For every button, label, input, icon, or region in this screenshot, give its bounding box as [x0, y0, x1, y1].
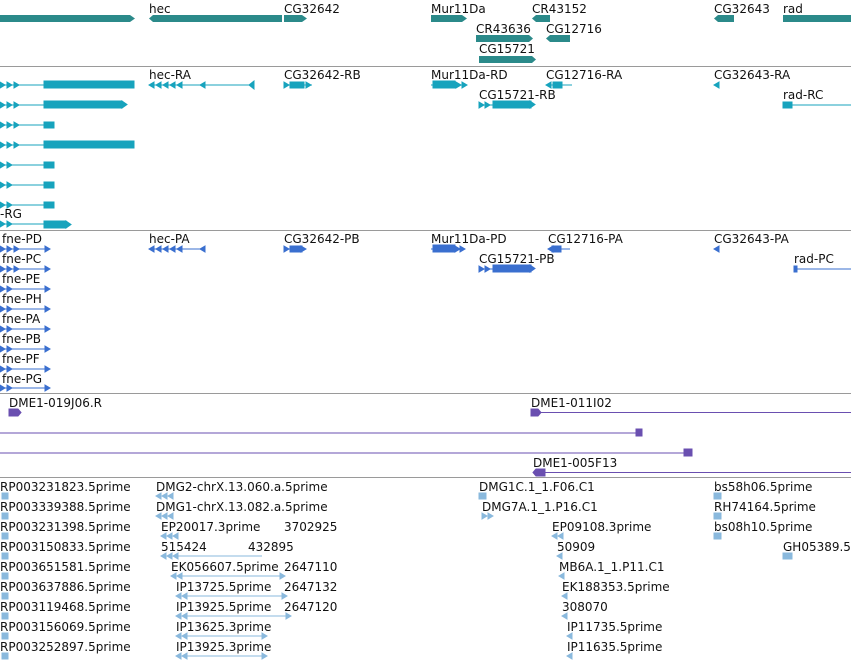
- cdna-track: DME1-019J06.R DME1-011I02 DME1-005F13: [0, 394, 851, 477]
- est-label[interactable]: 515424: [161, 540, 207, 554]
- gene-feature: [284, 15, 307, 22]
- gene-feature: [149, 15, 282, 22]
- est-label[interactable]: RP003231398.5prime: [0, 520, 131, 534]
- est-label[interactable]: DMG1C.1_1.F06.C1: [479, 480, 595, 494]
- transcript-label[interactable]: rad-RC: [783, 88, 824, 102]
- gene-label[interactable]: CG12716: [546, 22, 602, 36]
- gene-feature: [0, 15, 135, 22]
- est-label[interactable]: 2647132: [284, 580, 338, 594]
- protein-label[interactable]: hec-PA: [149, 232, 190, 246]
- est-label[interactable]: RP003651581.5prime: [0, 560, 131, 574]
- protein-label[interactable]: CG15721-PB: [479, 252, 555, 266]
- track-divider: [0, 477, 851, 478]
- transcript-label[interactable]: hec-RA: [149, 68, 191, 82]
- est-label[interactable]: DMG1-chrX.13.082.a.5prime: [156, 500, 328, 514]
- protein-label[interactable]: fne-PC: [2, 252, 42, 266]
- gene-label[interactable]: CG15721: [479, 42, 535, 56]
- est-label[interactable]: RP003637886.5prime: [0, 580, 131, 594]
- track-divider: [0, 230, 851, 231]
- transcript-label[interactable]: CG32642-RB: [284, 68, 361, 82]
- est-label[interactable]: 3702925: [284, 520, 338, 534]
- protein-label[interactable]: fne-PE: [2, 272, 41, 286]
- est-label[interactable]: RP003339388.5prime: [0, 500, 131, 514]
- protein-label[interactable]: CG32642-PB: [284, 232, 360, 246]
- cdna-label[interactable]: DME1-019J06.R: [9, 396, 103, 410]
- est-label[interactable]: GH05389.5: [783, 540, 851, 554]
- est-label[interactable]: MB6A.1_1.P11.C1: [559, 560, 665, 574]
- est-label[interactable]: IP13925.3prime: [176, 640, 272, 654]
- est-label[interactable]: DMG2-chrX.13.060.a.5prime: [156, 480, 328, 494]
- transcript-label[interactable]: Mur11Da-RD: [431, 68, 508, 82]
- protein-track: fne-PD hec-PA CG32642-PB Mur11Da-PD CG12…: [0, 231, 851, 393]
- est-label[interactable]: IP13625.3prime: [176, 620, 272, 634]
- est-label[interactable]: IP11635.5prime: [567, 640, 663, 654]
- protein-label[interactable]: fne-PG: [2, 372, 43, 386]
- est-label[interactable]: RP003252897.5prime: [0, 640, 131, 654]
- est-glyphs[interactable]: [0, 478, 851, 662]
- est-label[interactable]: RH74164.5prime: [714, 500, 816, 514]
- protein-label[interactable]: fne-PH: [2, 292, 42, 306]
- est-label[interactable]: EK188353.5prime: [562, 580, 670, 594]
- gene-label[interactable]: rad: [783, 2, 803, 16]
- cdna-glyphs[interactable]: [0, 394, 851, 477]
- est-label[interactable]: 50909: [557, 540, 596, 554]
- transcript-label[interactable]: CG15721-RB: [479, 88, 556, 102]
- protein-label[interactable]: fne-PF: [2, 352, 40, 366]
- gene-feature: [783, 15, 851, 22]
- est-label[interactable]: IP11735.5prime: [567, 620, 663, 634]
- cdna-label[interactable]: DME1-011I02: [531, 396, 612, 410]
- gene-track: hec CG32642 Mur11Da CR43152 CG32643 rad …: [0, 0, 851, 66]
- est-label[interactable]: RP003119468.5prime: [0, 600, 131, 614]
- gene-label[interactable]: Mur11Da: [431, 2, 486, 16]
- gene-feature: [532, 15, 550, 22]
- protein-label[interactable]: rad-PC: [794, 252, 834, 266]
- est-label[interactable]: 2647120: [284, 600, 338, 614]
- gene-label[interactable]: CG32642: [284, 2, 340, 16]
- est-label[interactable]: IP13925.5prime: [176, 600, 272, 614]
- protein-label[interactable]: fne-PB: [2, 332, 42, 346]
- est-label[interactable]: bs08h10.5prime: [714, 520, 813, 534]
- transcript-label[interactable]: CG32643-RA: [714, 68, 791, 82]
- protein-glyphs[interactable]: [0, 231, 851, 393]
- protein-label[interactable]: Mur11Da-PD: [431, 232, 507, 246]
- est-label[interactable]: DMG7A.1_1.P16.C1: [482, 500, 598, 514]
- transcript-label[interactable]: -RG: [0, 207, 22, 221]
- gene-glyphs[interactable]: [0, 0, 851, 66]
- protein-label[interactable]: fne-PA: [2, 312, 41, 326]
- gene-feature: [476, 35, 533, 42]
- rna-glyphs[interactable]: [0, 67, 851, 230]
- est-label[interactable]: 308070: [562, 600, 608, 614]
- cdna-label[interactable]: DME1-005F13: [533, 456, 618, 470]
- est-label[interactable]: bs58h06.5prime: [714, 480, 813, 494]
- gene-label[interactable]: CG32643: [714, 2, 770, 16]
- gene-feature: [546, 35, 570, 42]
- protein-label[interactable]: CG12716-PA: [548, 232, 623, 246]
- est-label[interactable]: RP003150833.5prime: [0, 540, 131, 554]
- est-label[interactable]: 2647110: [284, 560, 338, 574]
- est-label[interactable]: EP09108.3prime: [552, 520, 652, 534]
- transcript-label[interactable]: CG12716-RA: [546, 68, 623, 82]
- gene-feature: [479, 56, 536, 63]
- est-label[interactable]: EP20017.3prime: [161, 520, 261, 534]
- gene-label[interactable]: hec: [149, 2, 171, 16]
- gene-label[interactable]: CR43636: [476, 22, 531, 36]
- est-label[interactable]: RP003156069.5prime: [0, 620, 131, 634]
- est-track: RP003231823.5prime DMG2-chrX.13.060.a.5p…: [0, 478, 851, 662]
- gene-feature: [431, 15, 467, 22]
- est-label[interactable]: IP13725.5prime: [176, 580, 272, 594]
- gene-feature: [714, 15, 734, 22]
- gene-label[interactable]: CR43152: [532, 2, 587, 16]
- est-label[interactable]: EK056607.5prime: [171, 560, 279, 574]
- est-label[interactable]: 432895: [248, 540, 294, 554]
- rna-track: hec-RA CG32642-RB Mur11Da-RD CG12716-RA …: [0, 67, 851, 230]
- track-divider: [0, 66, 851, 67]
- protein-label[interactable]: fne-PD: [2, 232, 43, 246]
- protein-label[interactable]: CG32643-PA: [714, 232, 789, 246]
- track-divider: [0, 393, 851, 394]
- est-label[interactable]: RP003231823.5prime: [0, 480, 131, 494]
